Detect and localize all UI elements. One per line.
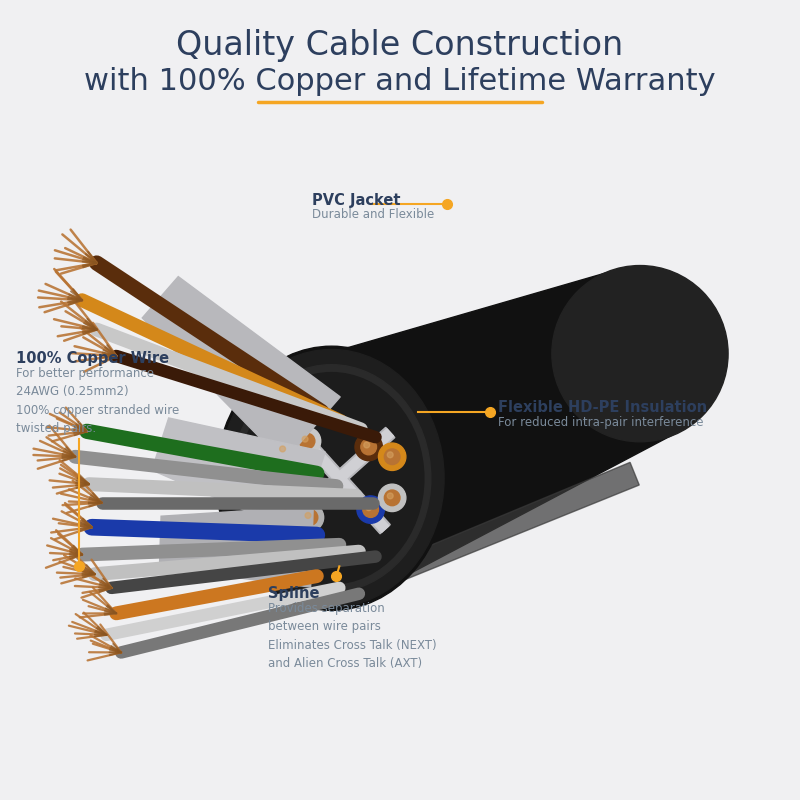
Ellipse shape: [552, 266, 728, 442]
Circle shape: [384, 490, 400, 506]
Circle shape: [378, 484, 406, 511]
Polygon shape: [290, 424, 389, 533]
Text: PVC Jacket: PVC Jacket: [312, 193, 401, 207]
Circle shape: [305, 513, 311, 518]
Polygon shape: [285, 429, 394, 528]
Circle shape: [387, 452, 393, 458]
Ellipse shape: [239, 373, 424, 584]
Ellipse shape: [232, 365, 431, 592]
Circle shape: [357, 496, 384, 523]
Circle shape: [299, 434, 315, 449]
Circle shape: [361, 439, 377, 454]
Polygon shape: [289, 422, 390, 534]
Polygon shape: [286, 273, 673, 591]
Circle shape: [387, 493, 393, 499]
Polygon shape: [152, 418, 325, 534]
Text: Flexible HD-PE Insulation: Flexible HD-PE Insulation: [498, 400, 707, 415]
Circle shape: [280, 500, 295, 515]
Circle shape: [296, 504, 324, 531]
Ellipse shape: [216, 346, 447, 610]
Circle shape: [302, 436, 308, 442]
Circle shape: [302, 510, 318, 526]
Polygon shape: [142, 277, 340, 462]
Circle shape: [271, 437, 298, 465]
Text: Provides separation
between wire pairs
Eliminates Cross Talk (NEXT)
and Alien Cr: Provides separation between wire pairs E…: [268, 602, 437, 670]
Circle shape: [384, 449, 400, 465]
Polygon shape: [369, 462, 639, 591]
Circle shape: [355, 434, 382, 461]
Ellipse shape: [219, 350, 444, 607]
Circle shape: [363, 502, 378, 518]
Circle shape: [282, 502, 289, 509]
Polygon shape: [159, 506, 314, 587]
Text: Spline: Spline: [268, 586, 319, 601]
Circle shape: [280, 446, 286, 452]
Circle shape: [277, 443, 292, 458]
Text: Durable and Flexible: Durable and Flexible: [312, 208, 434, 222]
Text: Quality Cable Construction: Quality Cable Construction: [176, 30, 624, 62]
Circle shape: [274, 494, 301, 522]
Text: For better performance
24AWG (0.25mm2)
100% copper stranded wire
twisted pairs.: For better performance 24AWG (0.25mm2) 1…: [17, 366, 180, 435]
Text: For reduced intra-pair interference: For reduced intra-pair interference: [498, 416, 703, 429]
Circle shape: [364, 442, 370, 448]
Circle shape: [366, 505, 372, 510]
Circle shape: [294, 427, 321, 454]
Text: with 100% Copper and Lifetime Warranty: with 100% Copper and Lifetime Warranty: [84, 67, 716, 97]
Polygon shape: [284, 427, 395, 530]
Circle shape: [378, 443, 406, 470]
Text: 100% Copper Wire: 100% Copper Wire: [17, 351, 170, 366]
